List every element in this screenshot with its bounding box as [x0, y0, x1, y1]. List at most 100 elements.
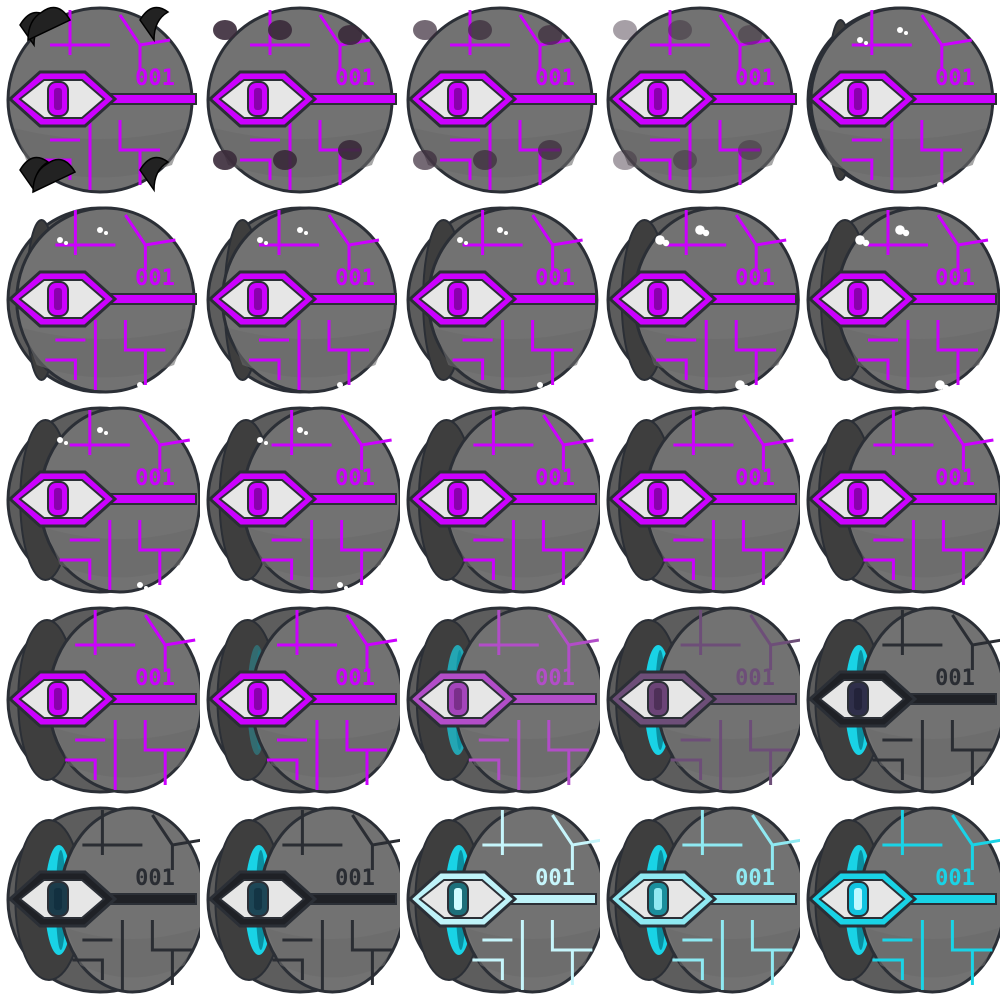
sprite-frame: 001 [600, 200, 800, 400]
unit-number-label: 001 [135, 266, 175, 291]
pupil-core [854, 88, 862, 110]
unit-number-label: 001 [735, 266, 775, 291]
unit-number-label: 001 [935, 466, 975, 491]
pupil-core [454, 488, 462, 510]
orb-sprite: 001 [200, 600, 400, 800]
pupil-core [454, 688, 462, 710]
orb-sprite: 001 [0, 400, 200, 600]
pupil-core [454, 88, 462, 110]
unit-number-label: 001 [735, 66, 775, 91]
sprite-frame: 001 [600, 800, 800, 1000]
sprite-frame: 001 [0, 600, 200, 800]
pupil-core [654, 688, 662, 710]
sprite-frame: 001 [200, 400, 400, 600]
orb-sprite: 001 [400, 800, 600, 1000]
orb-sprite: 001 [200, 0, 400, 200]
pupil-core [54, 288, 62, 310]
orb-sprite: 001 [800, 200, 1000, 400]
unit-number-label: 001 [335, 466, 375, 491]
sprite-frame: 001 [800, 400, 1000, 600]
pupil-core [654, 88, 662, 110]
unit-number-label: 001 [135, 66, 175, 91]
orb-sprite: 001 [600, 200, 800, 400]
pupil-core [54, 688, 62, 710]
pupil-core [254, 688, 262, 710]
pupil-core [454, 888, 462, 910]
orb-sprite: 001 [800, 400, 1000, 600]
sprite-frame: 001 [600, 400, 800, 600]
unit-number-label: 001 [535, 666, 575, 691]
orb-sprite: 001 [200, 200, 400, 400]
sprite-frame: 001 [0, 200, 200, 400]
orb-sprite: 001 [0, 600, 200, 800]
sprite-frame: 001 [0, 400, 200, 600]
unit-number-label: 001 [335, 666, 375, 691]
sprite-frame: 001 [800, 200, 1000, 400]
orb-sprite: 001 [600, 400, 800, 600]
pupil-core [854, 288, 862, 310]
pupil-core [254, 888, 262, 910]
orb-sprite: 001 [0, 200, 200, 400]
pupil-core [54, 488, 62, 510]
orb-sprite: 001 [400, 0, 600, 200]
orb-sprite: 001 [600, 0, 800, 200]
sprite-frame: 001 [200, 600, 400, 800]
sprite-frame: 001 [600, 0, 800, 200]
orb-sprite: 001 [600, 800, 800, 1000]
pupil-core [254, 88, 262, 110]
sprite-frame: 001 [800, 0, 1000, 200]
orb-sprite: 001 [800, 600, 1000, 800]
unit-number-label: 001 [935, 66, 975, 91]
unit-number-label: 001 [335, 866, 375, 891]
unit-number-label: 001 [335, 266, 375, 291]
sprite-frame: 001 [0, 800, 200, 1000]
pupil-core [654, 488, 662, 510]
unit-number-label: 001 [535, 266, 575, 291]
unit-number-label: 001 [935, 666, 975, 691]
orb-sprite: 001 [800, 0, 1000, 200]
pupil-core [54, 888, 62, 910]
sprite-frame: 001 [600, 600, 800, 800]
unit-number-label: 001 [135, 466, 175, 491]
pupil-core [854, 688, 862, 710]
pupil-core [854, 888, 862, 910]
sprite-frame: 001 [400, 600, 600, 800]
unit-number-label: 001 [535, 466, 575, 491]
pupil-core [254, 288, 262, 310]
unit-number-label: 001 [135, 666, 175, 691]
orb-sprite: 001 [400, 600, 600, 800]
sprite-frame: 001 [200, 200, 400, 400]
pupil-core [654, 288, 662, 310]
sprite-frame: 001 [200, 800, 400, 1000]
unit-number-label: 001 [935, 266, 975, 291]
sprite-frame: 001 [400, 200, 600, 400]
unit-number-label: 001 [735, 866, 775, 891]
orb-sprite: 001 [600, 600, 800, 800]
orb-sprite: 001 [200, 400, 400, 600]
sprite-frame: 001 [0, 0, 200, 200]
unit-number-label: 001 [735, 666, 775, 691]
pupil-core [54, 88, 62, 110]
sprite-frame: 001 [200, 0, 400, 200]
unit-number-label: 001 [735, 466, 775, 491]
pupil-core [254, 488, 262, 510]
orb-sprite: 001 [400, 200, 600, 400]
unit-number-label: 001 [535, 866, 575, 891]
pupil-core [454, 288, 462, 310]
orb-sprite: 001 [200, 800, 400, 1000]
sprite-frame: 001 [400, 400, 600, 600]
unit-number-label: 001 [935, 866, 975, 891]
unit-number-label: 001 [335, 66, 375, 91]
orb-sprite: 001 [400, 400, 600, 600]
pupil-core [854, 488, 862, 510]
unit-number-label: 001 [135, 866, 175, 891]
sprite-frame: 001 [800, 800, 1000, 1000]
sprite-frame: 001 [400, 0, 600, 200]
orb-sprite: 001 [0, 800, 200, 1000]
pupil-core [654, 888, 662, 910]
sprite-frame: 001 [800, 600, 1000, 800]
sprite-frame: 001 [400, 800, 600, 1000]
orb-sprite: 001 [0, 0, 200, 200]
orb-sprite: 001 [800, 800, 1000, 1000]
